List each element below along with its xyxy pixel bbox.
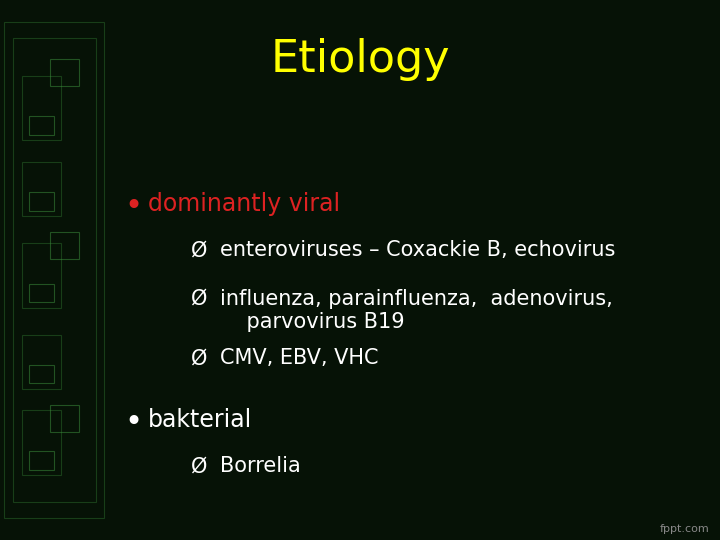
Text: enteroviruses – Coxackie B, echovirus: enteroviruses – Coxackie B, echovirus [220,240,615,260]
Bar [4,22,104,518]
Bar [29,451,54,470]
Text: Ø: Ø [191,348,207,368]
Bar [22,335,61,389]
Text: Ø: Ø [191,240,207,260]
Bar [29,364,54,383]
Bar [29,116,54,135]
Bar [50,59,79,86]
Text: influenza, parainfluenza,  adenovirus,
    parvovirus B19: influenza, parainfluenza, adenovirus, pa… [220,289,612,332]
Text: bakterial: bakterial [148,408,252,431]
Bar [29,192,54,211]
Text: fppt.com: fppt.com [660,523,709,534]
Text: Borrelia: Borrelia [220,456,300,476]
Bar [22,76,61,140]
Bar [22,162,61,216]
Bar [50,405,79,432]
Text: Ø: Ø [191,456,207,476]
Bar [50,232,79,259]
Bar [22,410,61,475]
Bar [29,284,54,302]
Text: dominantly viral: dominantly viral [148,192,340,215]
Text: •: • [124,192,143,221]
Text: Etiology: Etiology [270,38,450,81]
Text: CMV, EBV, VHC: CMV, EBV, VHC [220,348,378,368]
Text: •: • [124,408,143,437]
Bar [22,243,61,308]
Bar [13,38,96,502]
Text: Ø: Ø [191,289,207,309]
